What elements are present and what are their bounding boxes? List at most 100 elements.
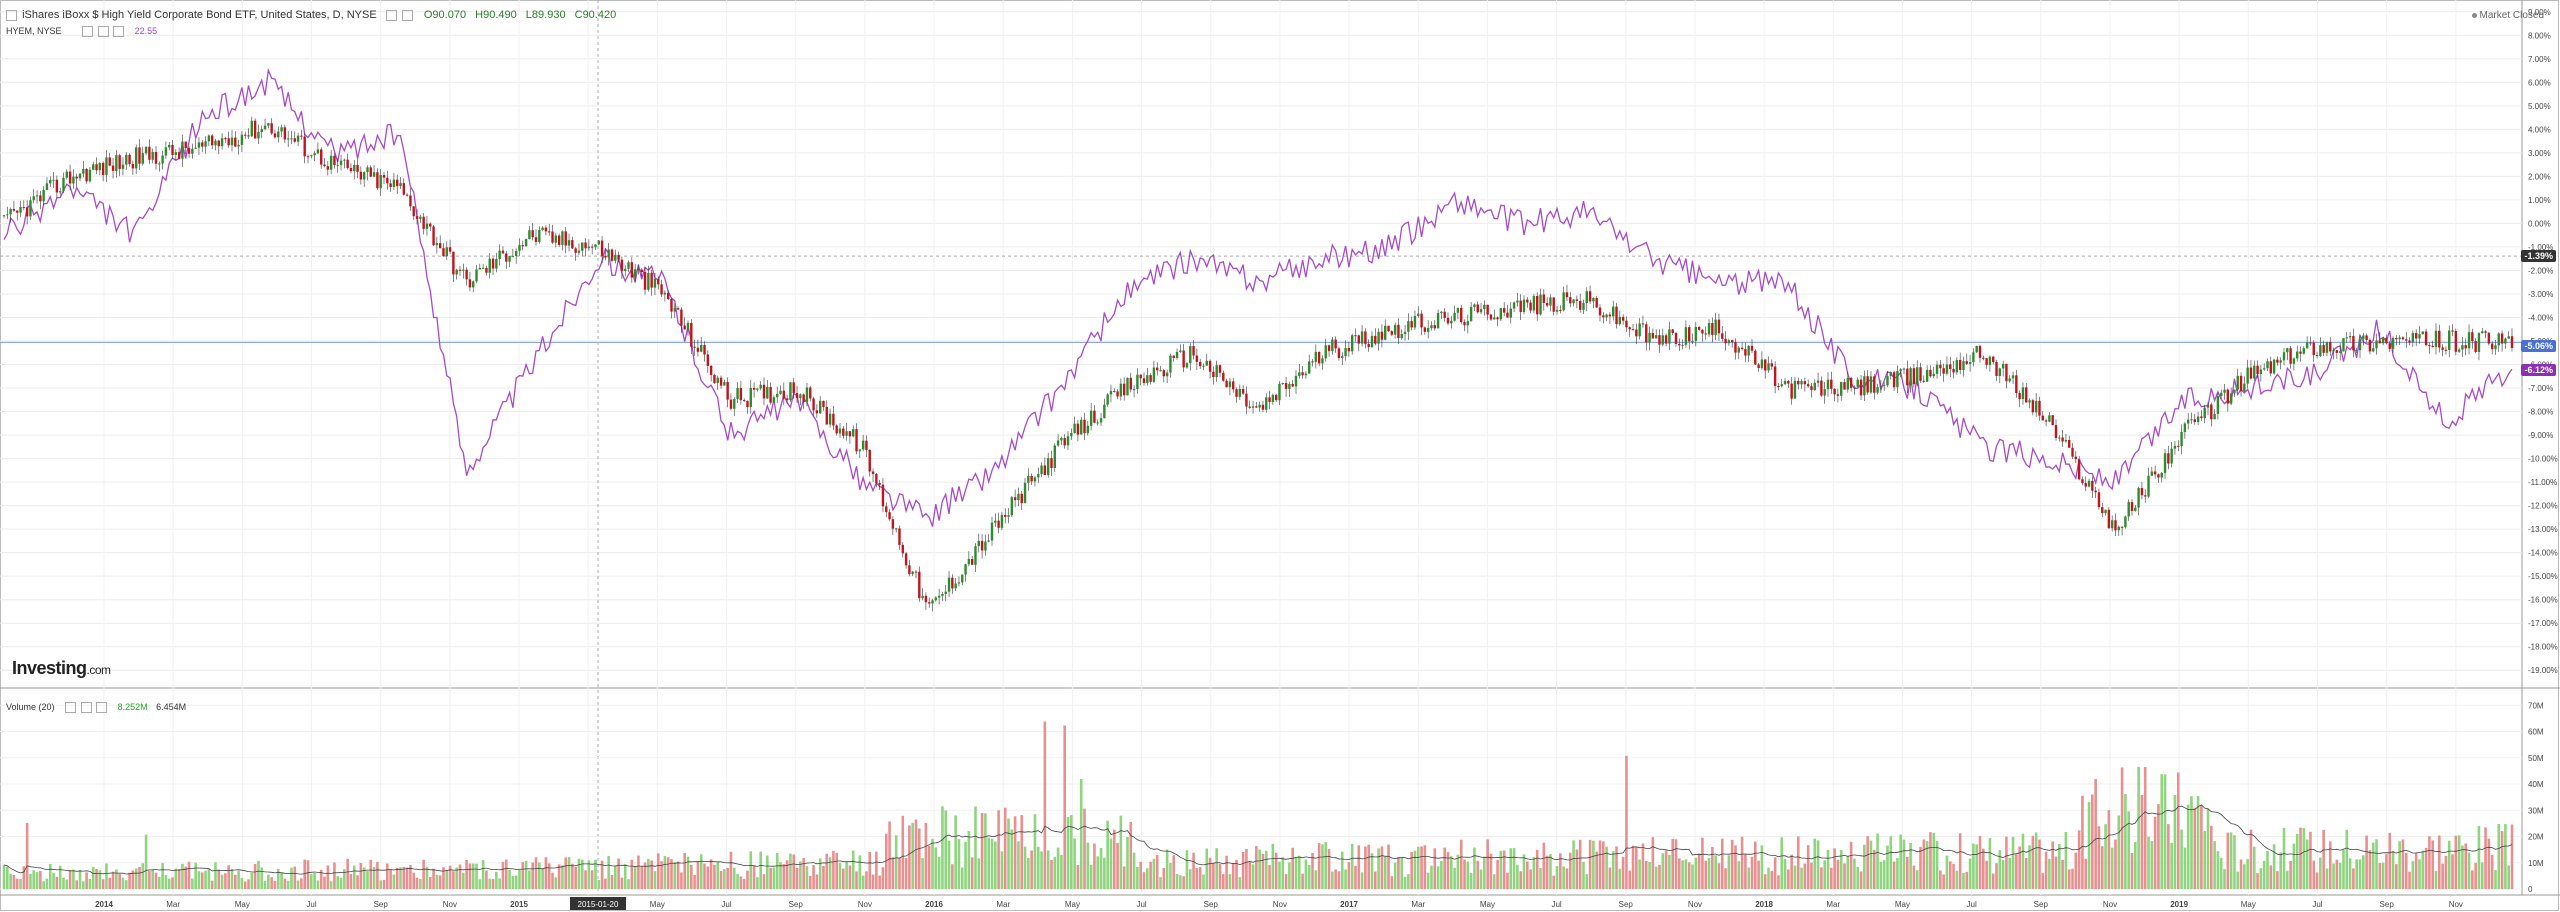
volume-close-icon[interactable] bbox=[96, 702, 108, 714]
candle-body bbox=[961, 574, 964, 583]
time-tick-label: 2015 bbox=[510, 900, 528, 909]
candle-body bbox=[2127, 502, 2130, 517]
candle-body bbox=[326, 166, 330, 170]
volume-bar bbox=[2008, 857, 2012, 889]
collapse-icon[interactable] bbox=[6, 9, 17, 21]
volume-bar bbox=[2239, 859, 2243, 889]
candle-body bbox=[624, 268, 627, 271]
volume-bar bbox=[1278, 861, 1281, 889]
candle-body bbox=[329, 155, 333, 170]
candle-body bbox=[217, 140, 220, 147]
compare-close-icon[interactable] bbox=[113, 26, 125, 38]
time-tick-label: 2014 bbox=[95, 900, 113, 909]
compare-settings-icon[interactable] bbox=[82, 26, 94, 38]
candle-body bbox=[2355, 350, 2358, 352]
volume-bar bbox=[647, 858, 650, 889]
volume-bar bbox=[1648, 861, 1651, 889]
volume-bar bbox=[1314, 870, 1318, 889]
volume-bar bbox=[498, 878, 501, 889]
volume-bar bbox=[326, 865, 330, 889]
candle-body bbox=[1621, 316, 1625, 321]
volume-settings-icon[interactable] bbox=[65, 702, 77, 714]
volume-bar bbox=[1060, 854, 1063, 889]
volume-bar bbox=[458, 864, 462, 889]
candle-body bbox=[1674, 332, 1678, 344]
candle-body bbox=[481, 267, 485, 269]
candle-body bbox=[1486, 304, 1489, 315]
candle-body bbox=[1251, 406, 1255, 408]
candle-body bbox=[673, 308, 676, 312]
volume-bar bbox=[1119, 815, 1123, 889]
volume-bar bbox=[2203, 830, 2206, 889]
volume-bar bbox=[1202, 874, 1205, 889]
candle-body bbox=[131, 163, 135, 169]
candle-body bbox=[257, 131, 260, 139]
settings-icon[interactable] bbox=[385, 9, 397, 21]
close-icon[interactable] bbox=[401, 9, 413, 21]
volume-bar bbox=[1578, 839, 1582, 889]
volume-bar bbox=[1436, 866, 1440, 889]
volume-bar bbox=[580, 859, 584, 889]
volume-bar bbox=[623, 864, 627, 889]
candle-body bbox=[832, 413, 835, 426]
volume-bar bbox=[1714, 855, 1717, 889]
candle-body bbox=[425, 223, 429, 229]
candle-body bbox=[1697, 326, 1701, 330]
volume-bar bbox=[2355, 859, 2358, 889]
candle-body bbox=[2372, 348, 2375, 352]
candle-body bbox=[1202, 365, 1205, 367]
candle-body bbox=[2398, 337, 2401, 340]
volume-bar bbox=[888, 821, 891, 889]
candle-body bbox=[908, 565, 911, 575]
compare-eye-icon[interactable] bbox=[97, 26, 109, 38]
candle-body bbox=[1588, 291, 1592, 302]
volume-bar bbox=[1602, 841, 1605, 889]
volume-bar bbox=[980, 812, 984, 889]
candle-body bbox=[372, 172, 376, 177]
volume-bar bbox=[987, 837, 990, 889]
candle-body bbox=[1833, 388, 1836, 395]
volume-bar bbox=[759, 851, 762, 889]
volume-bar bbox=[1810, 862, 1813, 889]
candle-body bbox=[237, 144, 240, 147]
volume-bar bbox=[1747, 867, 1750, 889]
volume-bar bbox=[1367, 844, 1370, 889]
volume-bar bbox=[1720, 838, 1724, 889]
candle-body bbox=[1046, 458, 1050, 475]
volume-bar bbox=[663, 855, 667, 889]
time-tick-label: Mar bbox=[166, 900, 180, 909]
candle-body bbox=[85, 168, 88, 182]
candle-body bbox=[1370, 335, 1374, 348]
volume-bar bbox=[2193, 807, 2197, 889]
candle-body bbox=[1377, 331, 1380, 344]
candle-body bbox=[921, 595, 924, 599]
volume-bar bbox=[1552, 875, 1556, 889]
candle-body bbox=[2117, 526, 2120, 531]
volume-bar bbox=[452, 871, 455, 889]
volume-bar bbox=[785, 860, 789, 889]
candle-body bbox=[1902, 368, 1906, 370]
candle-body bbox=[141, 153, 144, 164]
candle-body bbox=[640, 269, 643, 273]
volume-bar bbox=[1122, 866, 1126, 889]
candle-body bbox=[45, 183, 49, 191]
volume-eye-icon[interactable] bbox=[80, 702, 92, 714]
volume-bar bbox=[1886, 845, 1889, 889]
candle-body bbox=[2464, 345, 2467, 349]
candle-body bbox=[1152, 367, 1156, 382]
candle-body bbox=[1797, 380, 1800, 385]
candle-body bbox=[2510, 336, 2514, 348]
volume-bar bbox=[2114, 839, 2117, 889]
candle-body bbox=[1350, 335, 1354, 352]
volume-bar bbox=[134, 868, 138, 889]
volume-bar bbox=[851, 850, 855, 889]
volume-bar bbox=[732, 867, 736, 889]
candle-body bbox=[349, 168, 353, 172]
candle-body bbox=[1423, 327, 1427, 332]
candle-body bbox=[1668, 329, 1671, 344]
volume-bar bbox=[2266, 850, 2269, 889]
volume-bar bbox=[1298, 855, 1301, 889]
volume-bar bbox=[1433, 848, 1437, 889]
candle-body bbox=[491, 258, 495, 269]
